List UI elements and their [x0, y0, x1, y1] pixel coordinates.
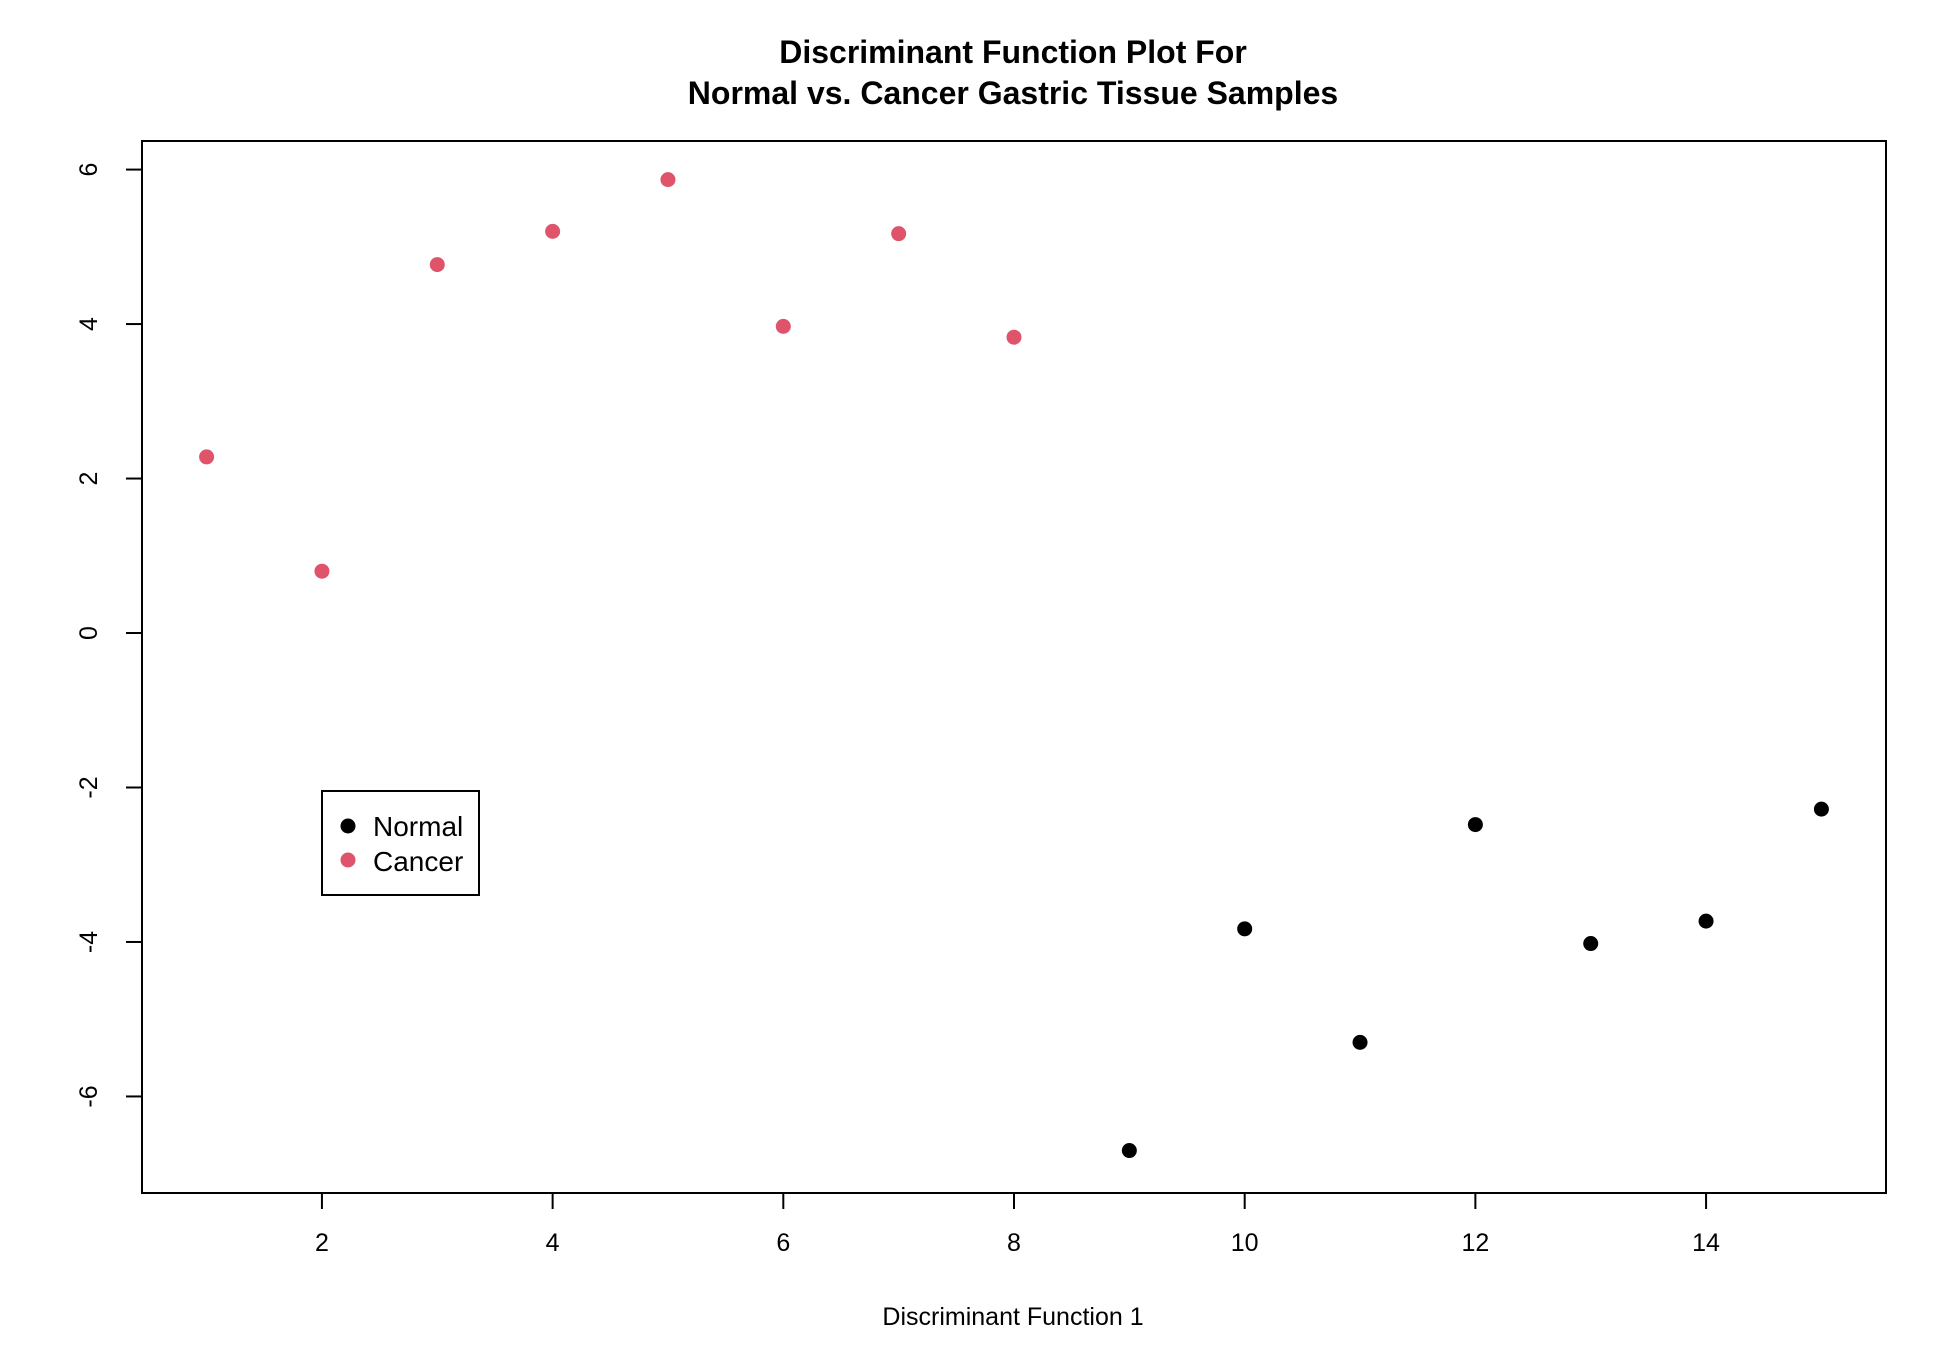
data-point-cancer	[314, 563, 330, 579]
x-tick-label: 12	[1461, 1229, 1489, 1257]
y-tick-label: -2	[75, 776, 103, 798]
plot-frame	[141, 140, 1887, 1194]
chart-title-line-1: Discriminant Function Plot For	[779, 34, 1247, 70]
x-tick-label: 10	[1231, 1229, 1259, 1257]
x-tick-label: 4	[546, 1229, 560, 1257]
x-axis: 2 4 6 8 10 12 14	[315, 1192, 1720, 1257]
data-point-normal	[1698, 913, 1714, 929]
y-tick-label: -4	[75, 931, 103, 953]
x-tick-label: 8	[1007, 1229, 1021, 1257]
data-point-normal	[1467, 817, 1483, 833]
data-point-normal	[1813, 801, 1829, 817]
legend-label-normal: Normal	[373, 811, 463, 842]
x-axis-label: Discriminant Function 1	[882, 1303, 1143, 1331]
x-tick-label: 6	[776, 1229, 790, 1257]
y-tick-label: 4	[75, 317, 103, 331]
data-point-cancer	[429, 257, 445, 273]
y-tick-label: 0	[75, 626, 103, 640]
data-point-normal	[1237, 921, 1253, 937]
y-axis: -6 -4 -2 0 2 4 6	[75, 163, 143, 1108]
data-point-cancer	[545, 223, 561, 239]
x-tick-label: 14	[1692, 1229, 1720, 1257]
data-point-cancer	[199, 449, 215, 465]
legend-label-cancer: Cancer	[373, 846, 463, 877]
data-point-cancer	[891, 226, 907, 242]
legend-marker-cancer	[340, 852, 356, 868]
chart-title-line-2: Normal vs. Cancer Gastric Tissue Samples	[688, 75, 1338, 111]
y-tick-label: -6	[75, 1085, 103, 1107]
x-tick-label: 2	[315, 1229, 329, 1257]
data-points	[199, 172, 1829, 1159]
legend: Normal Cancer	[321, 790, 480, 896]
data-point-normal	[1121, 1143, 1137, 1159]
data-point-normal	[1583, 936, 1599, 952]
chart-title: Discriminant Function Plot For Normal vs…	[688, 34, 1338, 111]
data-point-cancer	[1006, 329, 1022, 345]
data-point-normal	[1352, 1034, 1368, 1050]
data-point-cancer	[775, 318, 791, 334]
data-point-cancer	[660, 172, 676, 188]
y-tick-label: 6	[75, 163, 103, 177]
y-tick-label: 2	[75, 472, 103, 486]
legend-marker-normal	[340, 818, 356, 834]
legend-box	[321, 790, 480, 896]
